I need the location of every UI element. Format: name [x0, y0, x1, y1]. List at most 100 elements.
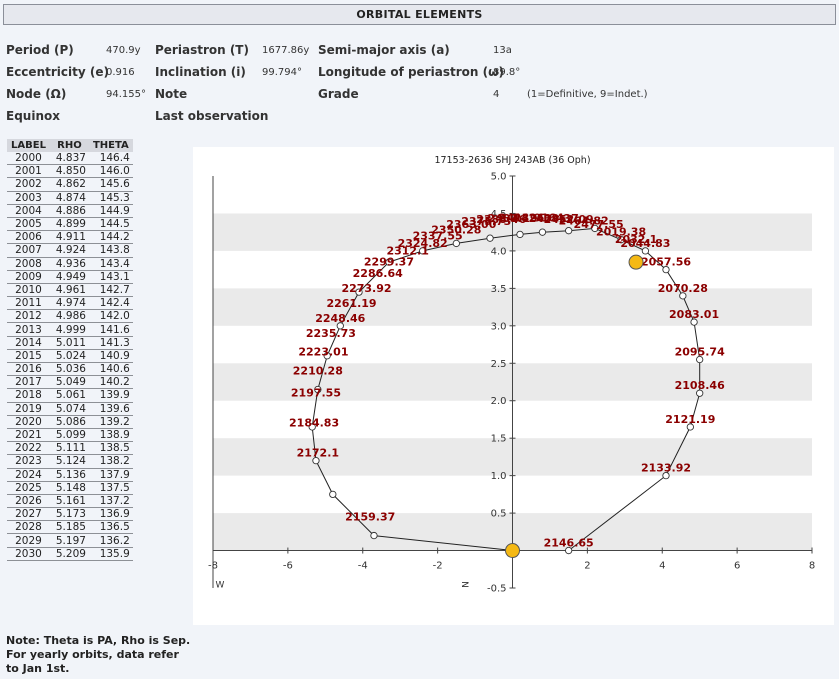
row-rho: 5.185	[49, 520, 89, 535]
row-label: 2009	[7, 270, 50, 284]
x-tick-label: -2	[433, 561, 443, 572]
y-tick-label: 4.0	[491, 246, 507, 257]
row-label: 2005	[7, 217, 50, 232]
table-row: 2000 4.837 146.4	[7, 152, 133, 166]
semimajor-label: Semi-major axis (a)	[318, 43, 450, 57]
row-theta: 144.5	[88, 217, 133, 232]
y-tick-label: 3.0	[491, 321, 507, 332]
epoch-label: 2146.65	[544, 537, 594, 550]
epoch-label: 2197.55	[291, 387, 341, 400]
orbit-point	[314, 385, 322, 394]
orbit-plot-panel: 17153-2636 SHJ 243AB (36 Oph) 5.0 4.5 4.0 3.…	[193, 147, 834, 625]
epoch-label: 2095.74	[675, 346, 725, 359]
row-rho: 4.837	[49, 152, 89, 166]
y-tick-label: 4.5	[491, 209, 507, 220]
epoch-label: 2464.82	[559, 214, 609, 227]
epoch-label: 2159.37	[345, 510, 395, 523]
row-label: 2027	[7, 507, 50, 522]
row-label: 2012	[7, 309, 50, 324]
row-rho: 4.899	[49, 217, 89, 232]
primary-star	[505, 543, 520, 559]
table-row: 2009 4.949 143.1	[7, 270, 133, 284]
ephemeris-table: LABEL RHO THETA 2000 4.837 146.4 2001 4.850 1…	[7, 139, 133, 561]
row-theta: 139.2	[88, 415, 133, 429]
orbit-point	[355, 288, 363, 296]
orbit-point	[690, 318, 698, 326]
orbit-point	[538, 228, 547, 236]
row-theta: 135.9	[88, 547, 133, 561]
orbit-point	[329, 490, 337, 499]
table-row: 2028 5.185 136.5	[7, 520, 133, 535]
col-theta-header: THETA	[88, 139, 133, 152]
x-tick-label: 8	[809, 561, 815, 572]
table-row: 2012 4.986 142.0	[7, 309, 133, 324]
row-theta: 138.9	[88, 428, 133, 443]
table-row: 2026 5.161 137.2	[7, 494, 133, 509]
orbit-point	[679, 292, 687, 300]
epoch-label: 2248.46	[315, 312, 365, 325]
x-axis-label: W	[216, 581, 225, 591]
orbit-point	[565, 546, 573, 555]
longitude-periastron-value: 89.8°	[493, 67, 521, 78]
orbit-plot: 17153-2636 SHJ 243AB (36 Oph) 5.0 4.5 4.0 3.…	[208, 155, 815, 595]
table-row: 2018 5.061 139.9	[7, 388, 133, 403]
row-label: 2015	[7, 349, 50, 364]
row-label: 2022	[7, 441, 50, 456]
orbit-point	[418, 247, 427, 255]
y-axis-label: N	[462, 581, 472, 588]
last-observation-label: Last observation	[155, 109, 269, 123]
row-rho: 5.124	[49, 454, 89, 469]
row-label: 2023	[7, 454, 50, 469]
row-rho: 4.936	[49, 257, 89, 271]
epoch-label: 2172.1	[297, 447, 339, 460]
y-tick-label: 5.0	[491, 172, 507, 183]
orbit-point	[696, 389, 704, 397]
orbit-point	[336, 322, 344, 330]
row-rho: 5.036	[49, 362, 89, 377]
row-theta: 139.6	[88, 402, 133, 416]
row-rho: 5.161	[49, 494, 89, 509]
orbit-point	[565, 227, 573, 235]
row-rho: 5.086	[49, 415, 89, 429]
orbit-point	[370, 531, 378, 540]
orbital-elements-header: ORBITAL ELEMENTS	[3, 4, 836, 25]
epoch-label: 2350.28	[431, 223, 481, 236]
grade-label: Grade	[318, 87, 359, 101]
row-label: 2016	[7, 362, 50, 377]
table-row: 2003 4.874 145.3	[7, 191, 133, 205]
node-value: 94.155°	[106, 89, 146, 100]
row-theta: 142.4	[88, 296, 133, 311]
row-rho: 4.886	[49, 204, 89, 218]
epoch-label: 2286.64	[353, 267, 403, 280]
row-rho: 4.874	[49, 191, 89, 205]
row-theta: 137.9	[88, 468, 133, 482]
row-theta: 136.2	[88, 533, 133, 548]
period-label: Period (P)	[6, 43, 74, 57]
epoch-label: 2019.38	[596, 226, 646, 239]
y-tick-label: -0.5	[487, 584, 507, 595]
table-row: 2005 4.899 144.5	[7, 217, 133, 232]
row-theta: 140.2	[88, 375, 133, 390]
row-rho: 4.862	[49, 177, 89, 192]
table-row: 2025 5.148 137.5	[7, 481, 133, 495]
periastron-label: Periastron (T)	[155, 43, 249, 57]
row-label: 2014	[7, 336, 50, 350]
epoch-label: 2337.55	[413, 229, 463, 242]
row-theta: 143.1	[88, 270, 133, 284]
epoch-label: 2299.37	[364, 256, 414, 269]
row-theta: 142.7	[88, 283, 133, 298]
row-rho: 5.148	[49, 481, 89, 495]
y-tick-label: 2.5	[491, 359, 507, 370]
row-rho: 5.011	[49, 336, 89, 350]
row-theta: 138.5	[88, 441, 133, 456]
epoch-label: 2413.91	[499, 211, 549, 224]
epoch-label: 2235.73	[306, 327, 356, 340]
table-row: 2022 5.111 138.5	[7, 441, 133, 456]
row-rho: 5.099	[49, 428, 89, 443]
epoch-label: 2108.46	[675, 379, 725, 392]
orbit-point	[385, 258, 393, 266]
table-row: 2015 5.024 140.9	[7, 349, 133, 364]
epoch-label: 2223.01	[298, 346, 348, 359]
row-rho: 4.974	[49, 296, 89, 311]
row-label: 2028	[7, 520, 50, 535]
